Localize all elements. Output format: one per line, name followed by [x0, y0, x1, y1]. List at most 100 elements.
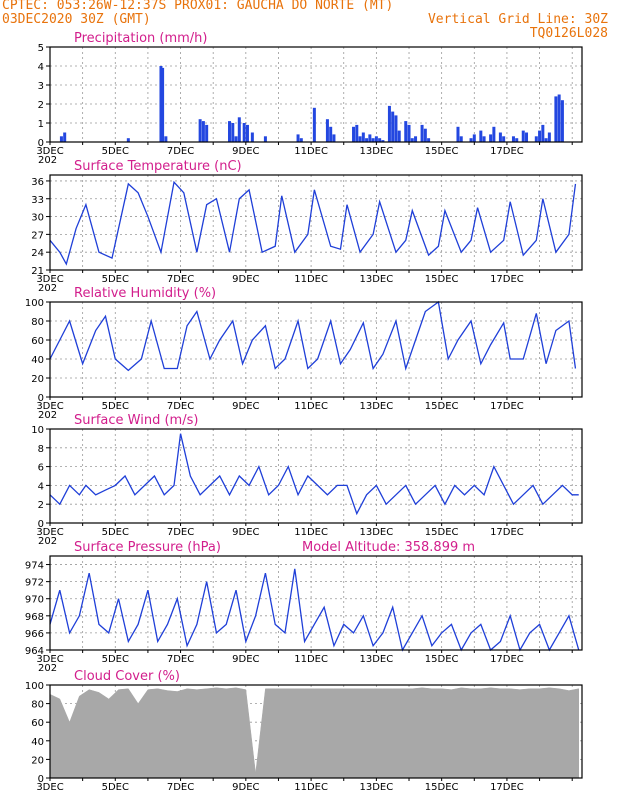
precip-bar [482, 136, 486, 142]
x-tick-label: 17DEC [490, 146, 524, 157]
header-run-time: 03DEC2020 30Z (GMT) [2, 12, 151, 27]
precip-bar [391, 111, 395, 142]
precip-bar [459, 136, 463, 142]
x-tick-label: 9DEC [232, 146, 259, 157]
x-tick-label: 9DEC [232, 527, 259, 538]
y-tick-label: 0 [38, 138, 44, 149]
y-tick-label: 974 [25, 561, 44, 572]
x-tick-label: 9DEC [232, 782, 259, 793]
panel-frame-2 [49, 301, 583, 398]
y-tick-label: 0 [38, 393, 44, 404]
y-tick-label: 80 [31, 700, 44, 711]
precip-bar [164, 136, 168, 142]
x-tick-label: 17DEC [490, 274, 524, 285]
x-tick-label: 17DEC [490, 401, 524, 412]
panel-frame-0 [49, 46, 583, 143]
x-tick-label: 7DEC [167, 146, 194, 157]
x-tick-label: 15DEC [425, 527, 459, 538]
y-tick-label: 33 [31, 195, 44, 206]
precip-bar [525, 132, 529, 142]
precip-bar [420, 124, 424, 142]
x-tick-label: 5DEC [102, 782, 129, 793]
x-tick-label: 3DEC [36, 146, 63, 157]
x-tick-label: 17DEC [490, 782, 524, 793]
series-line-2 [49, 300, 577, 372]
y-tick-label: 2 [38, 100, 44, 111]
x-tick-label: 5DEC [102, 654, 129, 665]
x-tick-label: 7DEC [167, 782, 194, 793]
precip-bar [560, 100, 564, 142]
y-tick-label: 968 [25, 612, 44, 623]
precip-bar [299, 138, 303, 142]
y-tick-label: 4 [38, 481, 44, 492]
y-tick-label: 21 [31, 266, 44, 277]
precip-bar [329, 126, 333, 142]
y-tick-label: 972 [25, 578, 44, 589]
x-tick-label: 15DEC [425, 401, 459, 412]
precip-bar [312, 107, 316, 142]
x-tick-label: 5DEC [102, 527, 129, 538]
y-tick-label: 20 [31, 755, 44, 766]
header-vertical-grid: Vertical Grid Line: 30Z [427, 12, 608, 27]
panel-frame-5 [49, 684, 583, 779]
precip-bar [554, 96, 558, 142]
precip-bar [63, 132, 67, 142]
panel-annotation-4: Model Altitude: 358.899 m [302, 540, 475, 555]
precip-bar [371, 138, 375, 142]
precip-bar [489, 134, 493, 142]
x-tick-label: 13DEC [360, 146, 394, 157]
precip-bar [355, 124, 359, 142]
precip-bar [201, 121, 205, 142]
y-tick-label: 966 [25, 629, 44, 640]
x-tick-label: 13DEC [360, 782, 394, 793]
precip-bar [161, 67, 165, 142]
x-tick-label: 3DEC [36, 274, 63, 285]
precip-bar [502, 136, 506, 142]
y-tick-label: 20 [31, 374, 44, 385]
x-year-fragment: 202 [38, 155, 57, 166]
x-tick-label: 5DEC [102, 274, 129, 285]
panel-frame-3 [49, 428, 583, 524]
precip-bar [544, 138, 548, 142]
x-tick-label: 7DEC [167, 401, 194, 412]
panel-title-5: Cloud Cover (%) [74, 669, 180, 684]
precip-bar [374, 136, 378, 142]
panel-frame-1 [49, 174, 583, 271]
y-tick-label: 5 [38, 43, 44, 54]
precip-bar [368, 134, 372, 142]
precip-bar [404, 121, 408, 142]
y-tick-label: 80 [31, 317, 44, 328]
precip-bar [231, 123, 235, 142]
precip-bar [492, 126, 496, 142]
x-tick-label: 7DEC [167, 274, 194, 285]
x-year-fragment: 202 [38, 283, 57, 294]
precip-bar [237, 117, 241, 142]
header-model-code: TQ0126L028 [529, 26, 608, 41]
y-tick-label: 6 [38, 463, 44, 474]
y-tick-label: 40 [31, 355, 44, 366]
x-tick-label: 13DEC [360, 654, 394, 665]
x-tick-label: 9DEC [232, 401, 259, 412]
panel-title-0: Precipitation (mm/h) [74, 31, 207, 46]
y-tick-label: 970 [25, 595, 44, 606]
x-tick-label: 5DEC [102, 146, 129, 157]
x-tick-label: 7DEC [167, 654, 194, 665]
precip-bar [361, 132, 365, 142]
y-tick-label: 964 [25, 646, 44, 657]
x-tick-label: 11DEC [294, 782, 328, 793]
panel-title-3: Surface Wind (m/s) [74, 413, 198, 428]
y-tick-label: 100 [25, 681, 44, 692]
x-tick-label: 17DEC [490, 654, 524, 665]
y-tick-label: 60 [31, 336, 44, 347]
precip-bar [250, 132, 254, 142]
x-tick-label: 3DEC [36, 782, 63, 793]
y-tick-label: 40 [31, 737, 44, 748]
y-tick-label: 0 [38, 774, 44, 785]
precip-bar [423, 128, 427, 142]
x-year-fragment: 202 [38, 663, 57, 674]
precip-bar [547, 132, 551, 142]
y-tick-label: 24 [31, 248, 44, 259]
y-tick-label: 10 [31, 425, 44, 436]
precip-bar [352, 126, 356, 142]
precip-bar [159, 66, 163, 142]
